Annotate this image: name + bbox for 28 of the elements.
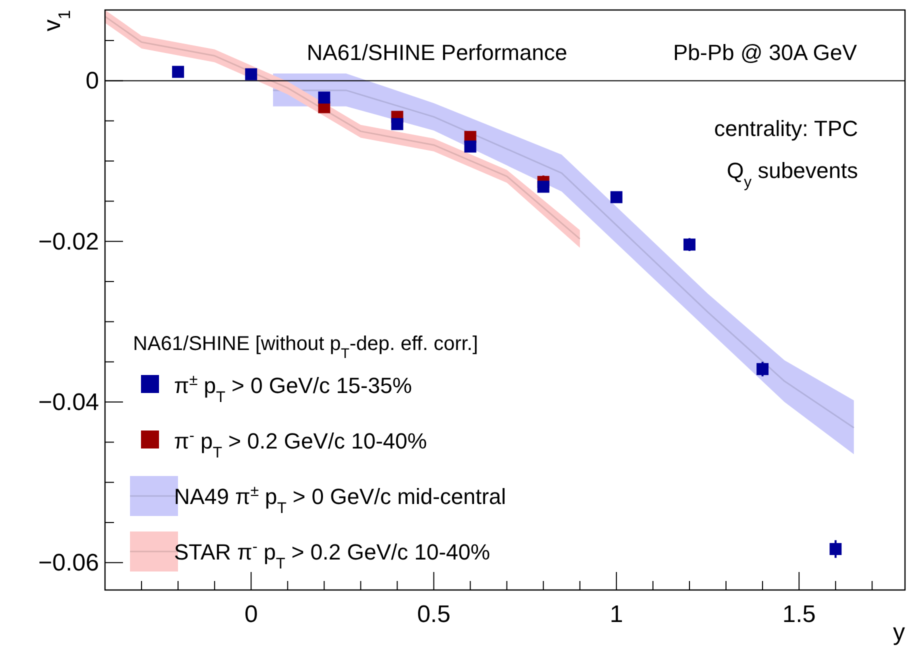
point [537,180,550,193]
x-tick-label: 1.5 [782,601,816,628]
point [245,68,258,80]
legend-label: NA49 π$^{±}$ p$_{T}$ > 0 GeV/c mid-central [174,482,506,516]
annotation: NA61/SHINE Performance [306,40,568,65]
point [610,191,622,204]
point [464,140,476,153]
point [172,66,184,78]
annotation: Pb-Pb @ 30A GeV [673,40,858,65]
point [318,92,330,104]
point [391,118,404,130]
y-tick-label: −0.02 [38,228,99,256]
x-axis-title: y [893,619,905,646]
x-tick-label: 1 [610,601,624,628]
legend-title: NA61/SHINE [without p$_{T}$-dep. eff. corr.] [133,333,478,361]
legend-label: π$^{±}$ p$_{T}$ > 0 GeV/c 15-35% [174,372,412,406]
point [683,238,696,251]
legend-label: π$^{-}$ p$_{T}$ > 0.2 GeV/c 10-40% [174,427,427,461]
annotation: centrality: TPC [714,116,858,141]
annotation: Q$_{y}$ subevents [726,158,858,190]
x-tick-label: 0.5 [417,601,450,628]
y-tick-label: −0.06 [38,550,99,577]
y-tick-label: −0.04 [38,389,99,416]
y-tick-label: 0 [86,68,99,95]
legend-label: STAR π$^{-}$ p$_{T}$ > 0.2 GeV/c 10-40% [174,538,490,572]
x-tick-label: 0 [244,601,258,628]
point [756,363,769,376]
point [830,543,842,556]
